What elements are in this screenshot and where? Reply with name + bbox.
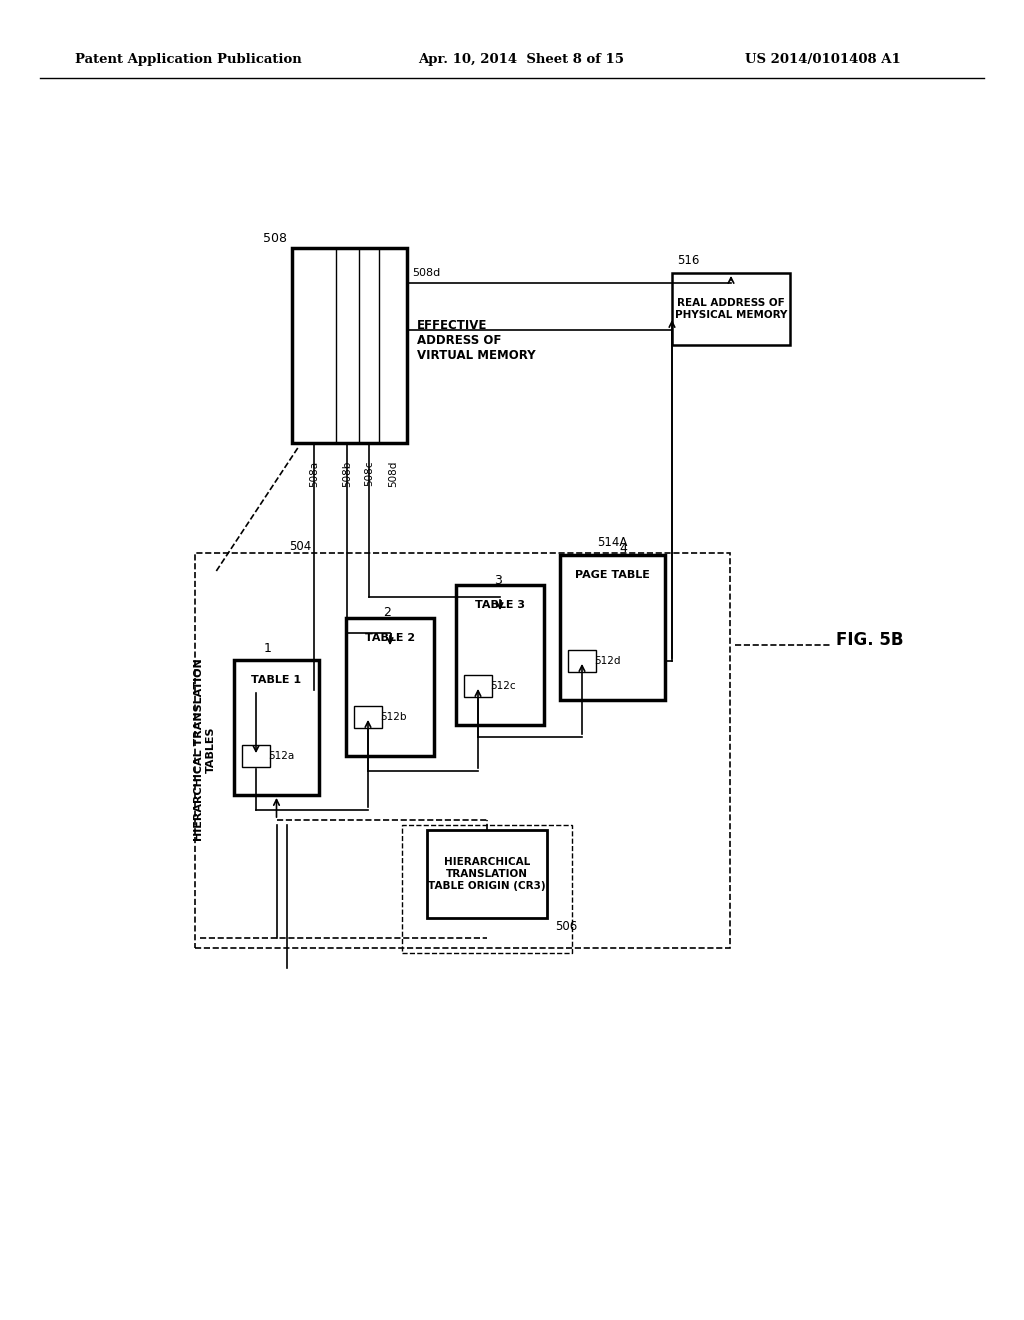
Text: 2: 2 [383,606,391,619]
Bar [354,706,382,729]
Bar [464,675,492,697]
Text: 512b: 512b [380,711,407,722]
Text: 508b: 508b [342,461,352,487]
Text: 512d: 512d [594,656,621,667]
Text: 512c: 512c [490,681,516,690]
Text: REAL ADDRESS OF
PHYSICAL MEMORY: REAL ADDRESS OF PHYSICAL MEMORY [675,298,787,319]
Bar [456,585,544,725]
Bar [402,825,572,953]
Text: PAGE TABLE: PAGE TABLE [575,570,650,579]
Text: HIERARCHICAL
TRANSLATION
TABLE ORIGIN (CR3): HIERARCHICAL TRANSLATION TABLE ORIGIN (C… [428,858,546,891]
Text: 504: 504 [289,540,311,553]
Text: 508c: 508c [365,461,374,487]
Text: 508: 508 [263,231,287,244]
Text: Patent Application Publication: Patent Application Publication [75,54,302,66]
Text: 514A: 514A [597,536,628,549]
Text: 508a: 508a [309,461,318,487]
Text: TABLE 1: TABLE 1 [252,675,301,685]
Bar [292,248,407,444]
Text: 506: 506 [555,920,578,932]
Text: EFFECTIVE
ADDRESS OF
VIRTUAL MEMORY: EFFECTIVE ADDRESS OF VIRTUAL MEMORY [417,319,536,362]
Text: TABLE 3: TABLE 3 [475,601,525,610]
Text: US 2014/0101408 A1: US 2014/0101408 A1 [745,54,901,66]
Text: 516: 516 [677,255,699,268]
Text: 508d: 508d [412,268,440,279]
Text: FIG. 5B: FIG. 5B [837,631,904,649]
Bar [568,649,596,672]
Text: 4: 4 [620,541,627,554]
Text: 1: 1 [264,642,272,655]
Text: 512a: 512a [268,751,294,762]
Bar [195,553,730,948]
Text: Apr. 10, 2014  Sheet 8 of 15: Apr. 10, 2014 Sheet 8 of 15 [418,54,624,66]
Bar [234,660,319,795]
Bar [346,618,434,756]
Text: 508d: 508d [388,461,398,487]
Bar [427,830,547,917]
Bar [672,273,790,345]
Bar [560,554,665,700]
Text: HIERARCHICAL TRANSLATION
TABLES: HIERARCHICAL TRANSLATION TABLES [195,659,216,841]
Bar [242,744,270,767]
Text: 3: 3 [494,573,502,586]
Text: TABLE 2: TABLE 2 [365,634,415,643]
